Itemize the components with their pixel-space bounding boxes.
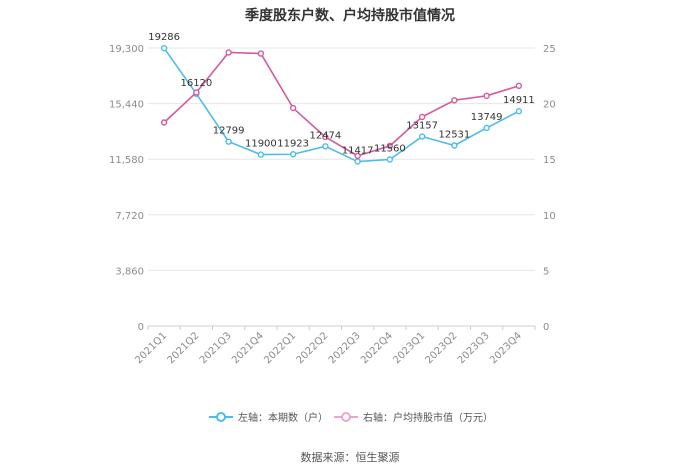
y-right-tick-label: 5 (543, 266, 549, 277)
series-layer (160, 45, 523, 165)
series-line-1 (163, 51, 520, 157)
data-label: 14911 (503, 95, 535, 106)
series-point-1[interactable] (418, 113, 426, 121)
x-tick-label: 2021Q3 (198, 330, 234, 366)
x-tick-label: 2023Q2 (424, 330, 460, 366)
data-label: 11417 (342, 146, 374, 157)
x-tick-label: 2023Q3 (456, 330, 492, 366)
data-label: 11900 (245, 139, 277, 150)
series-line-0 (163, 47, 520, 163)
axis-layer: 0 3,860 7,720 11,580 15,440 19,300 0 5 10 15 20 25 2… (109, 44, 556, 366)
x-tick-label: 2021Q2 (166, 330, 202, 366)
y-left-tick-label: 15,440 (109, 100, 144, 111)
series-point-1[interactable] (483, 92, 490, 100)
series-point-1[interactable] (257, 50, 265, 57)
series-point-0[interactable] (515, 108, 523, 115)
data-label: 11560 (374, 143, 406, 154)
series-point-1[interactable] (515, 82, 523, 90)
data-label: 11923 (277, 138, 309, 149)
series-point-0[interactable] (225, 138, 232, 145)
data-label: 12474 (309, 130, 341, 141)
y-right-tick-label: 0 (543, 322, 549, 333)
y-left-tick-label: 7,720 (115, 211, 144, 222)
x-tick-label: 2022Q4 (359, 330, 395, 366)
series-point-0[interactable] (354, 158, 361, 165)
y-right-tick-label: 15 (543, 155, 556, 166)
series-point-0[interactable] (386, 156, 394, 163)
series-point-1[interactable] (225, 49, 232, 56)
series-point-1[interactable] (354, 152, 361, 160)
y-right-tick-label: 10 (543, 211, 556, 222)
series-point-0[interactable] (257, 151, 265, 158)
series-point-0[interactable] (322, 143, 329, 150)
data-label: 13157 (406, 120, 438, 131)
y-right-tick-label: 20 (543, 100, 556, 111)
y-left-tick-label: 11,580 (109, 155, 144, 166)
chart-title: 季度股东户数、户均持股市值情况 (244, 7, 455, 24)
data-source: 数据来源：恒生聚源 (301, 450, 400, 464)
grid-layer (148, 47, 535, 327)
y-left-tick-label: 3,860 (115, 266, 144, 277)
legend-label-avg-value: 右轴：户均持股市值（万元） (363, 411, 493, 424)
data-label: 13749 (471, 112, 503, 123)
legend-item-shareholders[interactable]: 左轴：本期数（户） (209, 411, 328, 424)
series-point-0[interactable] (451, 142, 458, 149)
series-point-0[interactable] (483, 124, 490, 132)
data-label: 19286 (148, 32, 180, 43)
x-tick-label: 2022Q3 (327, 330, 363, 366)
series-point-1[interactable] (451, 97, 458, 104)
x-tick-label: 2023Q1 (391, 330, 427, 366)
y-left-tick-label: 19,300 (109, 44, 144, 55)
legend-item-avg-value[interactable]: 右轴：户均持股市值（万元） (334, 411, 493, 424)
y-left-tick-label: 0 (138, 322, 144, 333)
x-tick-label: 2022Q1 (262, 330, 298, 366)
series-point-0[interactable] (160, 45, 168, 52)
data-label: 12531 (438, 130, 470, 141)
series-point-0[interactable] (289, 151, 297, 158)
y-right-tick-label: 25 (543, 44, 556, 55)
x-tick-label: 2022Q2 (295, 330, 331, 366)
series-point-1[interactable] (160, 119, 168, 126)
series-point-1[interactable] (322, 133, 329, 141)
legend-marker-shareholders (216, 412, 226, 422)
data-label: 12799 (213, 126, 245, 137)
series-point-1[interactable] (289, 104, 297, 112)
x-tick-label: 2023Q4 (488, 330, 524, 366)
legend-marker-avg-value (341, 412, 351, 422)
series-point-1[interactable] (386, 142, 394, 150)
x-tick-label: 2021Q4 (230, 330, 266, 366)
series-point-1[interactable] (193, 89, 200, 96)
data-label: 16120 (180, 78, 212, 89)
series-point-0[interactable] (418, 133, 426, 140)
x-tick-label: 2021Q1 (133, 330, 169, 366)
legend-label-shareholders: 左轴：本期数（户） (238, 411, 328, 424)
legend[interactable]: 左轴：本期数（户） 右轴：户均持股市值（万元） (209, 411, 493, 424)
